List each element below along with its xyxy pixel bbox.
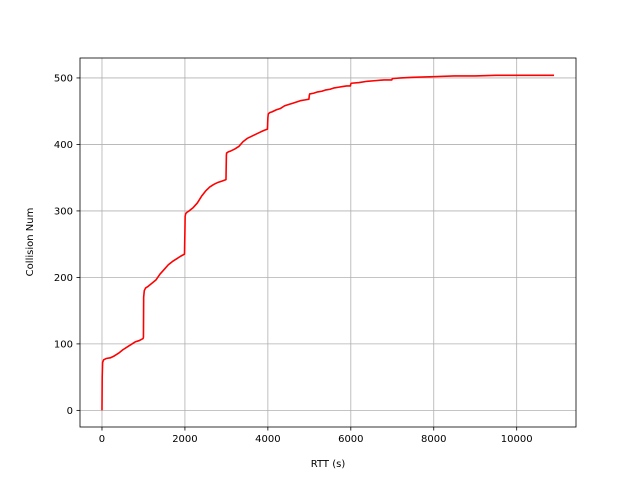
- x-tick-label: 0: [99, 434, 105, 445]
- x-axis-label: RTT (s): [311, 459, 346, 470]
- y-tick-label: 500: [54, 73, 73, 84]
- x-tick-label: 6000: [338, 434, 363, 445]
- x-tick-label: 10000: [501, 434, 533, 445]
- y-tick-label: 400: [54, 140, 73, 151]
- series-line: [101, 74, 555, 411]
- y-tick-label: 0: [67, 406, 73, 417]
- axes-frame: [79, 57, 577, 428]
- y-tick-label: 200: [54, 273, 73, 284]
- y-axis-label: Collision Num: [25, 208, 36, 277]
- y-tick-label: 300: [54, 206, 73, 217]
- y-tick-label: 100: [54, 339, 73, 350]
- x-tick-label: 4000: [255, 434, 280, 445]
- x-tick-label: 8000: [421, 434, 446, 445]
- ticks: 0 2000 4000 6000 8000 10000 0 100 200 300 400 500: [54, 73, 533, 445]
- plot-area: [101, 74, 555, 411]
- x-tick-label: 2000: [172, 434, 197, 445]
